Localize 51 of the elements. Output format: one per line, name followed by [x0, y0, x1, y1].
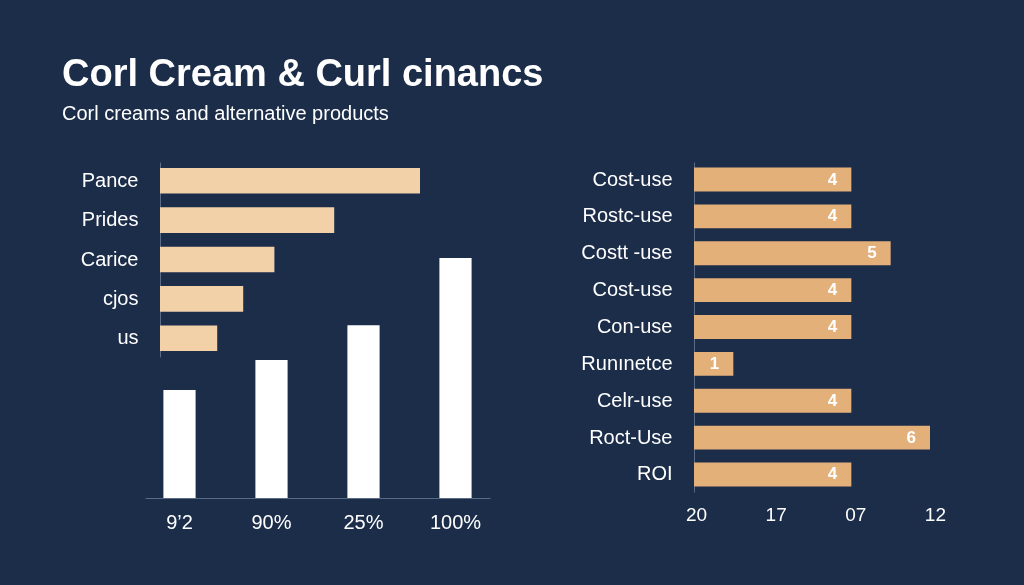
bar [694, 351, 734, 376]
x-tick-label: 9’2 [166, 510, 193, 533]
text: 12 [924, 504, 946, 526]
y-tick-label: Cost-use [592, 167, 673, 190]
data-label: 4 [827, 280, 838, 300]
bar [160, 246, 275, 273]
y-tick-label: Pance [81, 168, 139, 191]
bar [694, 167, 852, 192]
data-label: 4 [827, 317, 838, 336]
x-tick-label: 90% [251, 510, 292, 533]
data-label: 4 [827, 169, 838, 189]
bar [694, 241, 891, 266]
y-tick-label: Carice [80, 247, 139, 270]
data-label: 4 [827, 390, 838, 410]
bar [347, 325, 380, 498]
chart-subtitle: Corl creams and alternative products [62, 102, 389, 125]
data-label: 1 [709, 353, 720, 373]
data-label: 4 [827, 464, 838, 484]
y-tick-label: Con-use [596, 315, 673, 337]
bar [163, 390, 196, 498]
y-tick-label: Celr-use [596, 388, 673, 411]
data-label: 4 [827, 206, 838, 226]
data-label: 6 [906, 427, 916, 447]
data-label: 5 [867, 243, 877, 263]
x-tick-label: 25% [343, 510, 384, 533]
bar [694, 204, 852, 229]
y-tick-label: Cost-use [592, 278, 673, 301]
bar [694, 315, 852, 339]
y-tick-label: Rostc-use [582, 204, 673, 227]
bar [160, 207, 335, 233]
y-tick-label: Runınetce [581, 351, 673, 374]
text: 17 [765, 504, 787, 526]
bar [439, 258, 472, 498]
bar [694, 278, 852, 303]
x-tick-label: 100% [429, 510, 482, 533]
y-tick-label: Roct-Use [589, 425, 673, 448]
chart-title: Corl Cream & Curl cinancs [62, 52, 544, 95]
y-tick-label: Prides [81, 208, 139, 231]
bar [255, 360, 288, 498]
y-tick-label: cjos [102, 286, 139, 309]
bar [160, 167, 420, 194]
bar [694, 425, 930, 450]
bar [694, 388, 852, 413]
y-tick-label: us [117, 326, 139, 349]
bar [160, 325, 218, 352]
y-tick-label: ROI [636, 462, 673, 485]
bar [694, 462, 852, 487]
text: 07 [845, 504, 867, 526]
bar [160, 286, 244, 312]
text: 20 [686, 504, 708, 526]
y-tick-label: Costt -use [581, 241, 673, 264]
